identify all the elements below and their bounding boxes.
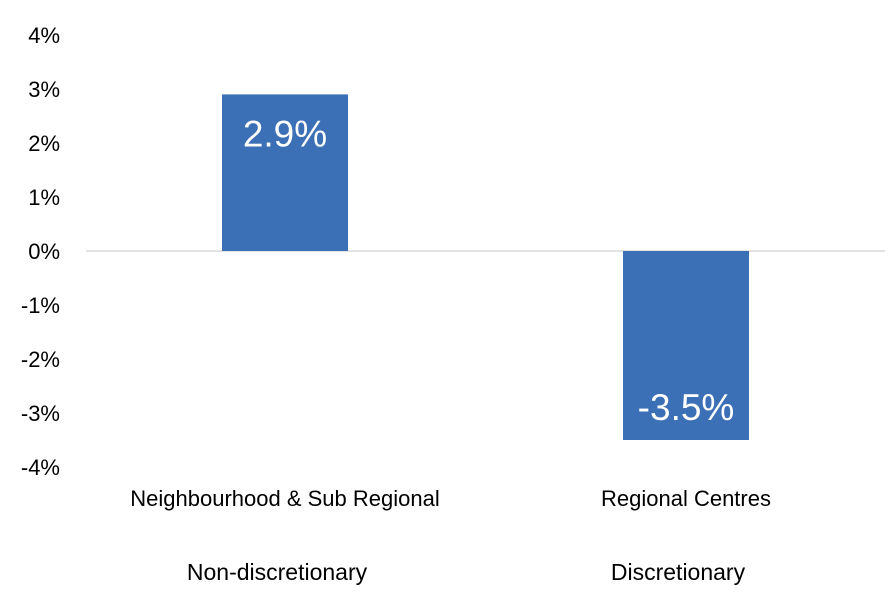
group-labels: Non-discretionary Discretionary xyxy=(187,559,746,585)
bar xyxy=(623,251,749,440)
y-tick-label: -2% xyxy=(21,347,60,372)
bars: 2.9% -3.5% xyxy=(222,94,749,440)
bar xyxy=(222,94,348,252)
y-tick-label: 4% xyxy=(28,23,60,48)
x-category-label: Regional Centres xyxy=(601,486,771,511)
y-tick-label: -3% xyxy=(21,401,60,426)
y-tick-label: 3% xyxy=(28,77,60,102)
bar-value-label: -3.5% xyxy=(638,387,735,428)
y-tick-label: 0% xyxy=(28,239,60,264)
category-labels: Neighbourhood & Sub Regional Regional Cen… xyxy=(130,486,771,511)
x-category-label: Neighbourhood & Sub Regional xyxy=(130,486,439,511)
y-tick-label: 2% xyxy=(28,131,60,156)
y-axis-tick-labels: 4% 3% 2% 1% 0% -1% -2% -3% -4% xyxy=(21,23,60,480)
x-group-label: Non-discretionary xyxy=(187,559,368,585)
y-tick-label: -1% xyxy=(21,293,60,318)
bar-value-label: 2.9% xyxy=(243,113,327,154)
y-tick-label: 1% xyxy=(28,185,60,210)
x-group-label: Discretionary xyxy=(611,559,746,585)
y-tick-label: -4% xyxy=(21,455,60,480)
